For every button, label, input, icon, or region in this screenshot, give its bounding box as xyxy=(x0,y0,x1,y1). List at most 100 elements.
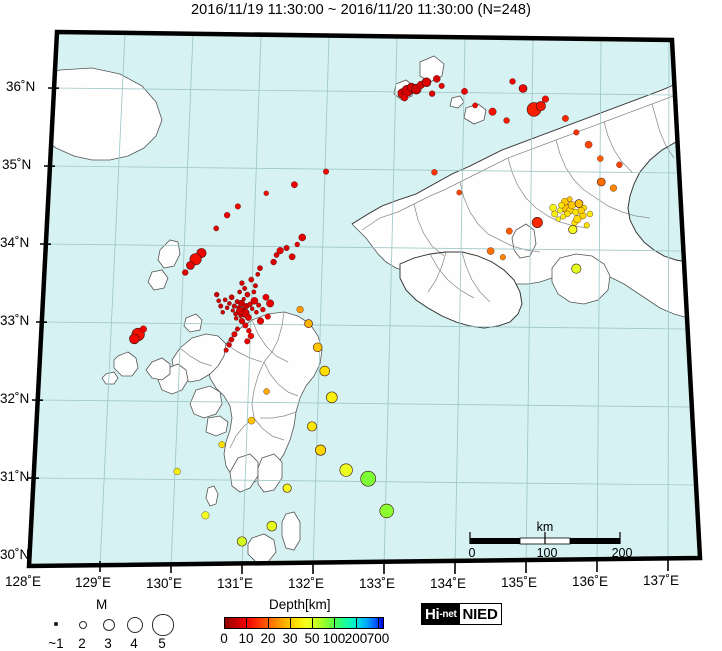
earthquake-marker[interactable] xyxy=(306,421,317,432)
earthquake-marker[interactable] xyxy=(231,303,237,309)
earthquake-marker[interactable] xyxy=(256,317,265,325)
earthquake-marker[interactable] xyxy=(304,319,313,328)
earthquake-marker[interactable] xyxy=(234,203,241,210)
earthquake-marker[interactable] xyxy=(276,247,284,255)
earthquake-marker[interactable] xyxy=(129,333,140,345)
earthquake-marker[interactable] xyxy=(250,297,259,305)
earthquake-marker[interactable] xyxy=(263,388,270,395)
earthquake-marker[interactable] xyxy=(244,291,251,298)
earthquake-marker[interactable] xyxy=(230,308,235,313)
earthquake-marker[interactable] xyxy=(573,215,582,224)
earthquake-marker[interactable] xyxy=(237,289,242,295)
earthquake-marker[interactable] xyxy=(319,365,330,377)
earthquake-marker[interactable] xyxy=(270,258,277,266)
earthquake-marker[interactable] xyxy=(596,177,606,187)
earthquake-marker[interactable] xyxy=(249,306,255,311)
earthquake-marker[interactable] xyxy=(139,325,147,333)
earthquake-marker[interactable] xyxy=(282,483,292,493)
map-canvas[interactable]: km 0 100 200 xyxy=(0,18,722,578)
earthquake-marker[interactable] xyxy=(173,467,181,475)
earthquake-marker[interactable] xyxy=(472,102,478,109)
earthquake-marker[interactable] xyxy=(266,299,275,308)
earthquake-marker[interactable] xyxy=(242,322,249,329)
earthquake-marker[interactable] xyxy=(233,311,238,317)
earthquake-marker[interactable] xyxy=(597,155,604,162)
earthquake-marker[interactable] xyxy=(291,181,298,188)
earthquake-marker[interactable] xyxy=(223,347,229,353)
earthquake-marker[interactable] xyxy=(227,301,232,306)
earthquake-marker[interactable] xyxy=(564,210,571,218)
earthquake-markers[interactable] xyxy=(129,75,623,547)
earthquake-marker[interactable] xyxy=(223,212,231,219)
earthquake-marker[interactable] xyxy=(214,291,220,298)
earthquake-marker[interactable] xyxy=(531,216,543,228)
earthquake-marker[interactable] xyxy=(234,326,240,332)
earthquake-marker[interactable] xyxy=(247,301,253,307)
earthquake-marker[interactable] xyxy=(248,276,255,283)
earthquake-marker[interactable] xyxy=(571,263,582,274)
earthquake-marker[interactable] xyxy=(323,168,330,175)
earthquake-marker[interactable] xyxy=(456,189,463,196)
earthquake-marker[interactable] xyxy=(247,332,255,340)
earthquake-marker[interactable] xyxy=(558,202,565,209)
earthquake-marker[interactable] xyxy=(294,241,300,248)
depth-colorbar[interactable] xyxy=(224,617,384,629)
earthquake-marker[interactable] xyxy=(262,293,270,301)
earthquake-marker[interactable] xyxy=(503,117,510,124)
earthquake-marker[interactable] xyxy=(339,463,353,477)
earthquake-marker[interactable] xyxy=(555,216,561,222)
earthquake-marker[interactable] xyxy=(428,90,436,97)
earthquake-marker[interactable] xyxy=(266,520,278,532)
earthquake-marker[interactable] xyxy=(231,331,238,338)
earthquake-marker[interactable] xyxy=(242,285,248,291)
earthquake-marker[interactable] xyxy=(541,95,549,103)
earthquake-marker[interactable] xyxy=(228,294,235,301)
earthquake-marker[interactable] xyxy=(222,297,228,303)
earthquake-marker[interactable] xyxy=(234,316,239,321)
earthquake-marker[interactable] xyxy=(557,207,564,214)
earthquake-marker[interactable] xyxy=(326,391,338,404)
earthquake-marker[interactable] xyxy=(224,305,230,311)
earthquake-marker[interactable] xyxy=(461,88,468,95)
earthquake-marker[interactable] xyxy=(566,196,573,202)
earthquake-marker[interactable] xyxy=(201,511,210,520)
earthquake-marker[interactable] xyxy=(218,441,226,448)
earthquake-marker[interactable] xyxy=(220,310,225,315)
earthquake-marker[interactable] xyxy=(213,225,220,232)
earthquake-marker[interactable] xyxy=(296,306,304,314)
earthquake-marker[interactable] xyxy=(186,261,195,270)
earthquake-marker[interactable] xyxy=(263,190,269,196)
earthquake-marker[interactable] xyxy=(577,206,585,215)
earthquake-marker[interactable] xyxy=(273,252,280,258)
earthquake-marker[interactable] xyxy=(549,204,557,212)
earthquake-marker[interactable] xyxy=(438,82,445,89)
earthquake-marker[interactable] xyxy=(486,247,495,255)
earthquake-marker[interactable] xyxy=(260,306,266,313)
earthquake-marker[interactable] xyxy=(509,78,516,85)
earthquake-marker[interactable] xyxy=(584,140,593,149)
earthquake-marker[interactable] xyxy=(433,75,441,83)
earthquake-marker[interactable] xyxy=(616,161,623,168)
earthquake-marker[interactable] xyxy=(216,298,222,304)
earthquake-marker[interactable] xyxy=(238,317,246,325)
earthquake-marker[interactable] xyxy=(431,169,438,176)
earthquake-marker[interactable] xyxy=(586,210,594,218)
earthquake-marker[interactable] xyxy=(312,342,323,353)
earthquake-marker[interactable] xyxy=(488,107,497,116)
earthquake-marker[interactable] xyxy=(360,470,376,487)
earthquake-marker[interactable] xyxy=(298,233,307,242)
earthquake-marker[interactable] xyxy=(264,313,271,320)
earthquake-marker[interactable] xyxy=(583,222,590,229)
earthquake-marker[interactable] xyxy=(573,129,580,136)
earthquake-marker[interactable] xyxy=(562,115,569,122)
earthquake-marker[interactable] xyxy=(551,210,559,218)
earthquake-marker[interactable] xyxy=(379,503,394,519)
earthquake-marker[interactable] xyxy=(499,254,506,261)
earthquake-marker[interactable] xyxy=(505,227,513,235)
earthquake-marker[interactable] xyxy=(257,265,263,271)
earthquake-marker[interactable] xyxy=(236,536,247,547)
earthquake-marker[interactable] xyxy=(288,253,296,261)
earthquake-marker[interactable] xyxy=(226,342,232,348)
earthquake-marker[interactable] xyxy=(235,307,244,316)
earthquake-marker[interactable] xyxy=(182,269,189,276)
